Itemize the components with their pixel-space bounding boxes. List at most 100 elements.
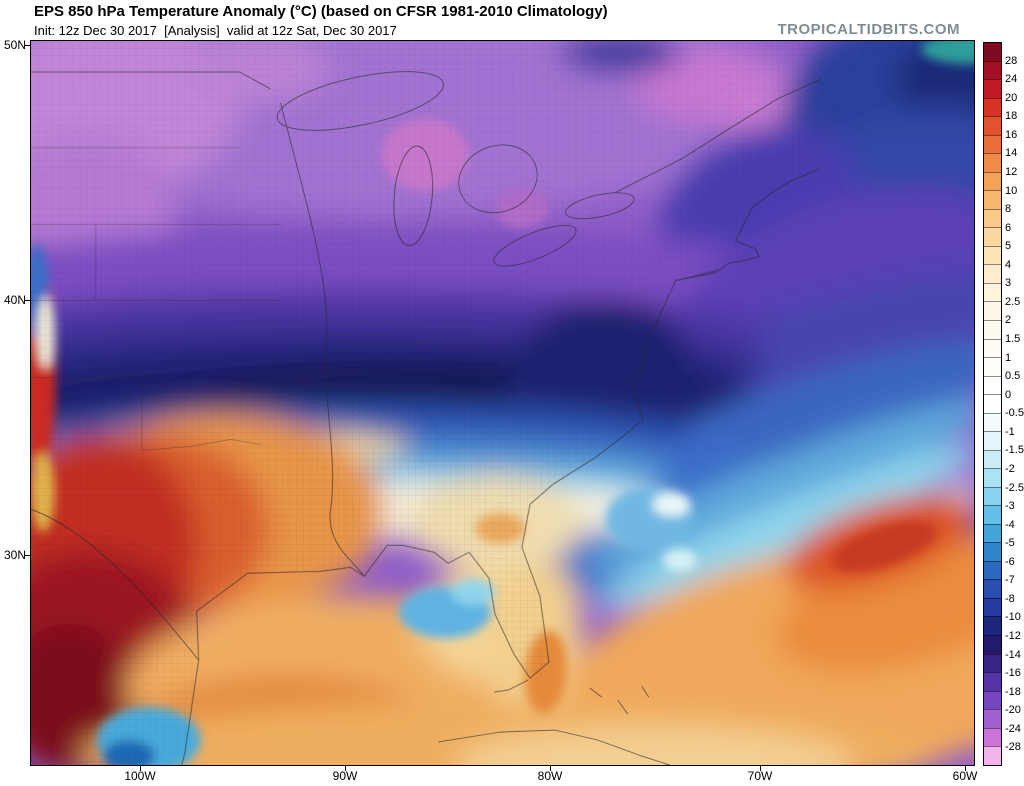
legend-tick-label: 28 xyxy=(1005,54,1018,67)
legend-tick-label: -28 xyxy=(1005,741,1021,754)
state-borders xyxy=(31,147,281,451)
page-title: EPS 850 hPa Temperature Anomaly (°C) (ba… xyxy=(34,3,608,20)
canada-border xyxy=(31,71,271,90)
legend-color-segment xyxy=(984,579,1001,598)
legend-tick-label: 1 xyxy=(1005,351,1012,364)
init-valid-line: Init: 12z Dec 30 2017 [Analysis] valid a… xyxy=(34,23,397,38)
lat-label: 30N xyxy=(3,548,26,562)
legend-color-segment xyxy=(984,616,1001,635)
legend-color-segment xyxy=(984,468,1001,487)
site-watermark: TROPICALTIDBITS.COM xyxy=(777,21,960,38)
lake-superior-outline xyxy=(276,71,444,131)
legend-tick-label: 10 xyxy=(1005,184,1018,197)
legend-color-segment xyxy=(984,319,1001,339)
legend-color-segment xyxy=(984,635,1001,654)
anomaly-region xyxy=(662,549,697,572)
legend-color-segment xyxy=(984,357,1001,376)
long-island-outline xyxy=(675,269,720,282)
legend-color-segment xyxy=(984,264,1001,283)
legend-color-segment xyxy=(984,97,1001,117)
florida-keys-outline xyxy=(493,679,529,693)
legend-tick-label: -10 xyxy=(1005,611,1021,624)
anomaly-region xyxy=(652,492,691,517)
legend-tick-label: 0.5 xyxy=(1005,370,1021,383)
legend-color-segment xyxy=(984,523,1001,543)
legend-tick-label: -12 xyxy=(1005,630,1021,643)
lon-label: 90W xyxy=(332,769,358,783)
legend-tick-label: -20 xyxy=(1005,704,1021,717)
legend-color-segment xyxy=(984,542,1001,561)
legend-tick-label: -16 xyxy=(1005,667,1021,680)
legend-tick-label: 5 xyxy=(1005,240,1012,253)
anomaly-map xyxy=(31,41,974,765)
legend-color-segment xyxy=(984,746,1001,765)
lon-tick xyxy=(965,766,966,771)
lon-tick xyxy=(760,766,761,771)
map-frame xyxy=(30,40,975,766)
anomaly-region xyxy=(921,41,974,64)
legend-color-segment xyxy=(984,560,1001,580)
legend-tick-label: 4 xyxy=(1005,258,1012,271)
st-lawrence-river xyxy=(614,78,822,194)
legend-tick-label: 3 xyxy=(1005,277,1012,290)
legend-tick-label: 0 xyxy=(1005,388,1012,401)
legend-tick-label: -7 xyxy=(1005,574,1015,587)
legend-color-segment xyxy=(984,486,1001,506)
legend-color-segment xyxy=(984,375,1001,395)
legend-color-segment xyxy=(984,190,1001,209)
legend-color-segment xyxy=(984,282,1001,302)
legend-tick-label: -6 xyxy=(1005,555,1015,568)
legend-tick-label: 2 xyxy=(1005,314,1012,327)
legend-color-segment xyxy=(984,338,1001,358)
legend-color-segment xyxy=(984,412,1001,432)
color-scale xyxy=(983,42,1002,766)
legend-color-segment xyxy=(984,301,1001,320)
legend-labels: 28 24 20 18 16 14 12 10 8 6 5 4 3 2.5 2 1.5 1 0.5 0 -0.5 -1 -… xyxy=(1005,42,1024,766)
legend-color-segment xyxy=(984,672,1001,691)
lon-label: 70W xyxy=(747,769,773,783)
lake-ontario-outline xyxy=(565,192,635,220)
mississippi-river xyxy=(279,102,365,577)
anomaly-region xyxy=(831,520,937,572)
lon-tick xyxy=(140,766,141,771)
cuba-coastline xyxy=(438,729,670,765)
legend-color-segment xyxy=(984,153,1001,172)
legend-color-segment xyxy=(984,597,1001,617)
legend-color-segment xyxy=(984,227,1001,246)
legend-color-segment xyxy=(984,690,1001,710)
lon-label: 80W xyxy=(537,769,563,783)
legend-tick-label: 1.5 xyxy=(1005,333,1021,346)
legend-tick-label: 16 xyxy=(1005,128,1018,141)
legend-tick-label: 8 xyxy=(1005,203,1012,216)
legend-color-segment xyxy=(984,727,1001,747)
legend-tick-label: -0.5 xyxy=(1005,407,1024,420)
bahamas-outlines xyxy=(589,685,650,715)
legend-color-segment xyxy=(984,43,1001,61)
lat-label: 40N xyxy=(3,293,26,307)
legend-color-segment xyxy=(984,79,1001,98)
anomaly-region xyxy=(455,726,855,765)
legend-tick-label: 18 xyxy=(1005,110,1018,123)
lon-label: 100W xyxy=(124,769,156,783)
lon-label: 60W xyxy=(952,769,978,783)
legend-color-segment xyxy=(984,709,1001,728)
legend-color-segment xyxy=(984,134,1001,154)
legend-tick-label: -24 xyxy=(1005,722,1021,735)
lake-erie-outline xyxy=(493,224,577,267)
legend-color-segment xyxy=(984,60,1001,80)
legend-tick-label: 24 xyxy=(1005,73,1018,86)
lon-tick xyxy=(345,766,346,771)
legend-color-segment xyxy=(984,505,1001,524)
legend-color-segment xyxy=(984,653,1001,673)
legend-tick-label: -2 xyxy=(1005,462,1015,475)
legend-tick-label: -8 xyxy=(1005,592,1015,605)
lat-label: 50N xyxy=(3,38,26,52)
legend-color-segment xyxy=(984,245,1001,265)
lon-tick xyxy=(550,766,551,771)
legend-tick-label: 14 xyxy=(1005,147,1018,160)
coastline xyxy=(181,168,820,765)
legend-tick-label: 20 xyxy=(1005,91,1018,104)
legend-tick-label: -4 xyxy=(1005,518,1015,531)
anomaly-region xyxy=(451,579,496,606)
